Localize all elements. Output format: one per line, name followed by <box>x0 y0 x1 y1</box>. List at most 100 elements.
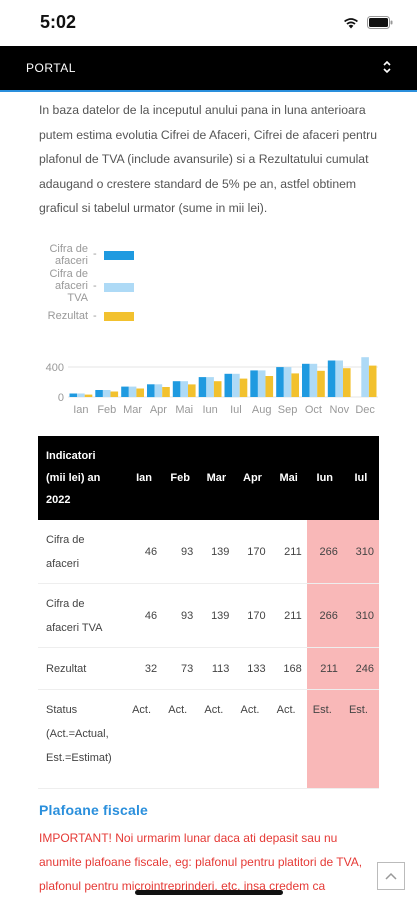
intro-paragraph: In baza datelor de la inceputul anului p… <box>39 103 378 215</box>
nav-title[interactable]: PORTAL <box>26 61 76 75</box>
table-cell: 211 <box>270 520 307 584</box>
chart-bar <box>291 373 299 397</box>
legend-swatch-cifra-tva <box>104 283 134 292</box>
important-text: Noi urmarim lunar daca ati depasit sau n… <box>39 831 363 893</box>
table-cell-estimated: 266 <box>306 520 343 584</box>
table-cell: 113 <box>198 647 235 690</box>
indicators-table: Indicatori (mii lei) an 2022 Ian Feb Mar… <box>38 436 379 789</box>
table-cell-status: Act. <box>234 689 271 789</box>
chart-y-tick-label: 400 <box>46 362 64 374</box>
table-cell: 211 <box>270 583 307 648</box>
table-header-indicatori: Indicatori (mii lei) an 2022 <box>38 436 126 520</box>
chart-bar <box>172 381 181 397</box>
legend-label-line: Rezultat <box>47 310 88 322</box>
table-cell: 168 <box>270 647 307 690</box>
chart-x-tick-label: Ian <box>73 404 88 416</box>
table-row: Cifra de afaceri TVA 46 93 139 170 211 2… <box>38 583 379 648</box>
chevron-up-icon <box>385 872 397 880</box>
chart-bar <box>213 381 222 397</box>
chart-bar <box>128 386 137 397</box>
table-header-month: Mar <box>198 436 235 520</box>
table-cell-status: Act. <box>162 689 199 789</box>
important-label: IMPORTANT! <box>39 831 112 845</box>
chart-bar <box>265 376 274 397</box>
row-label-line: Status <box>46 704 78 716</box>
chart-bar <box>302 363 310 397</box>
table-cell-estimated: 310 <box>342 520 379 584</box>
legend-label-line: afaceri <box>54 280 88 292</box>
home-indicator <box>135 890 283 895</box>
wifi-icon <box>344 17 358 28</box>
row-label-line: Rezultat <box>46 662 87 675</box>
chart-bar <box>276 367 284 397</box>
table-cell-status: Act. <box>270 689 307 789</box>
table-header-month: Iun <box>306 436 343 520</box>
chart-bar <box>84 394 93 397</box>
header-line: Indicatori <box>46 450 96 462</box>
row-label: Cifra de afaceri TVA <box>38 583 126 648</box>
chart-bar <box>188 384 196 397</box>
legend-label-line: Cifra de <box>49 268 88 280</box>
bar-chart: 400 0 Ian Feb Mar Apr Mai Iun Iul Aug Sep Oct Nov Dec <box>46 357 378 416</box>
table-cell: 133 <box>234 647 271 690</box>
table-header-month: Iul <box>342 436 379 520</box>
chart-bar <box>198 377 207 397</box>
chart-bar <box>309 363 318 397</box>
chart-bar <box>136 388 144 397</box>
chart-bar <box>206 377 214 397</box>
legend-label-cifra-tva: Cifra de afaceri TVA <box>44 268 88 304</box>
table-header-row: Indicatori (mii lei) an 2022 Ian Feb Mar… <box>38 436 379 520</box>
table-cell-status-estimated: Est. <box>306 689 343 789</box>
chart-bar <box>180 381 188 397</box>
chart-bar <box>162 387 170 397</box>
table-header-month: Ian <box>126 436 163 520</box>
chart-bar <box>239 378 248 397</box>
chart-bar <box>154 384 163 398</box>
chart-x-tick-label: Iun <box>202 404 217 416</box>
row-label-line: Cifra de <box>46 533 85 546</box>
table-row: Rezultat 32 73 113 133 168 211 246 <box>38 647 379 690</box>
chart-x-tick-label: Aug <box>252 404 272 416</box>
chart-bar <box>102 390 111 397</box>
chart-x-tick-label: Sep <box>278 404 298 416</box>
chart-x-tick-label: Oct <box>305 404 322 416</box>
table-header-month: Feb <box>162 436 199 520</box>
status-icons <box>343 16 393 29</box>
chart-x-tick-label: Nov <box>330 404 350 416</box>
table-cell-status: Act. <box>126 689 163 789</box>
chart-bar <box>368 365 377 397</box>
chart-bar <box>335 360 343 397</box>
row-label-line: Est.=Estimat) <box>46 752 112 764</box>
chart-bar <box>224 373 233 398</box>
table-cell-estimated: 211 <box>306 647 343 690</box>
row-label-line: Cifra de <box>46 597 85 610</box>
table-cell: 93 <box>162 583 199 648</box>
chart-bar <box>147 384 155 398</box>
legend-swatch-rezultat <box>104 312 134 321</box>
status-time: 5:02 <box>40 12 77 32</box>
legend-dash: - <box>93 280 97 292</box>
status-bar: 5:02 <box>0 0 417 46</box>
table-cell: 46 <box>126 583 163 648</box>
chart-bar <box>327 360 336 397</box>
table-cell: 93 <box>162 520 199 584</box>
table-cell: 73 <box>162 647 199 690</box>
chart-bar <box>250 370 258 397</box>
legend-dash: - <box>93 310 97 322</box>
table-header-month: Mai <box>270 436 307 520</box>
scroll-to-top-button[interactable] <box>377 862 405 890</box>
table-cell-estimated: 266 <box>306 583 343 648</box>
chart-x-tick-label: Iul <box>230 404 242 416</box>
table-row: Status (Act.=Actual, Est.=Estimat) Act. … <box>38 689 379 789</box>
table-header-month: Apr <box>234 436 271 520</box>
table-cell: 46 <box>126 520 163 584</box>
chart-bar <box>232 373 240 398</box>
legend-label-line: TVA <box>67 292 88 304</box>
chart-bar <box>283 367 292 397</box>
row-label-line: afaceri <box>46 557 80 570</box>
header-line: 2022 <box>46 494 71 506</box>
chart-bar <box>361 357 369 397</box>
menu-toggle-icon[interactable] <box>381 59 393 75</box>
top-navbar: PORTAL <box>0 46 417 92</box>
legend-label-rezultat: Rezultat <box>40 310 88 322</box>
